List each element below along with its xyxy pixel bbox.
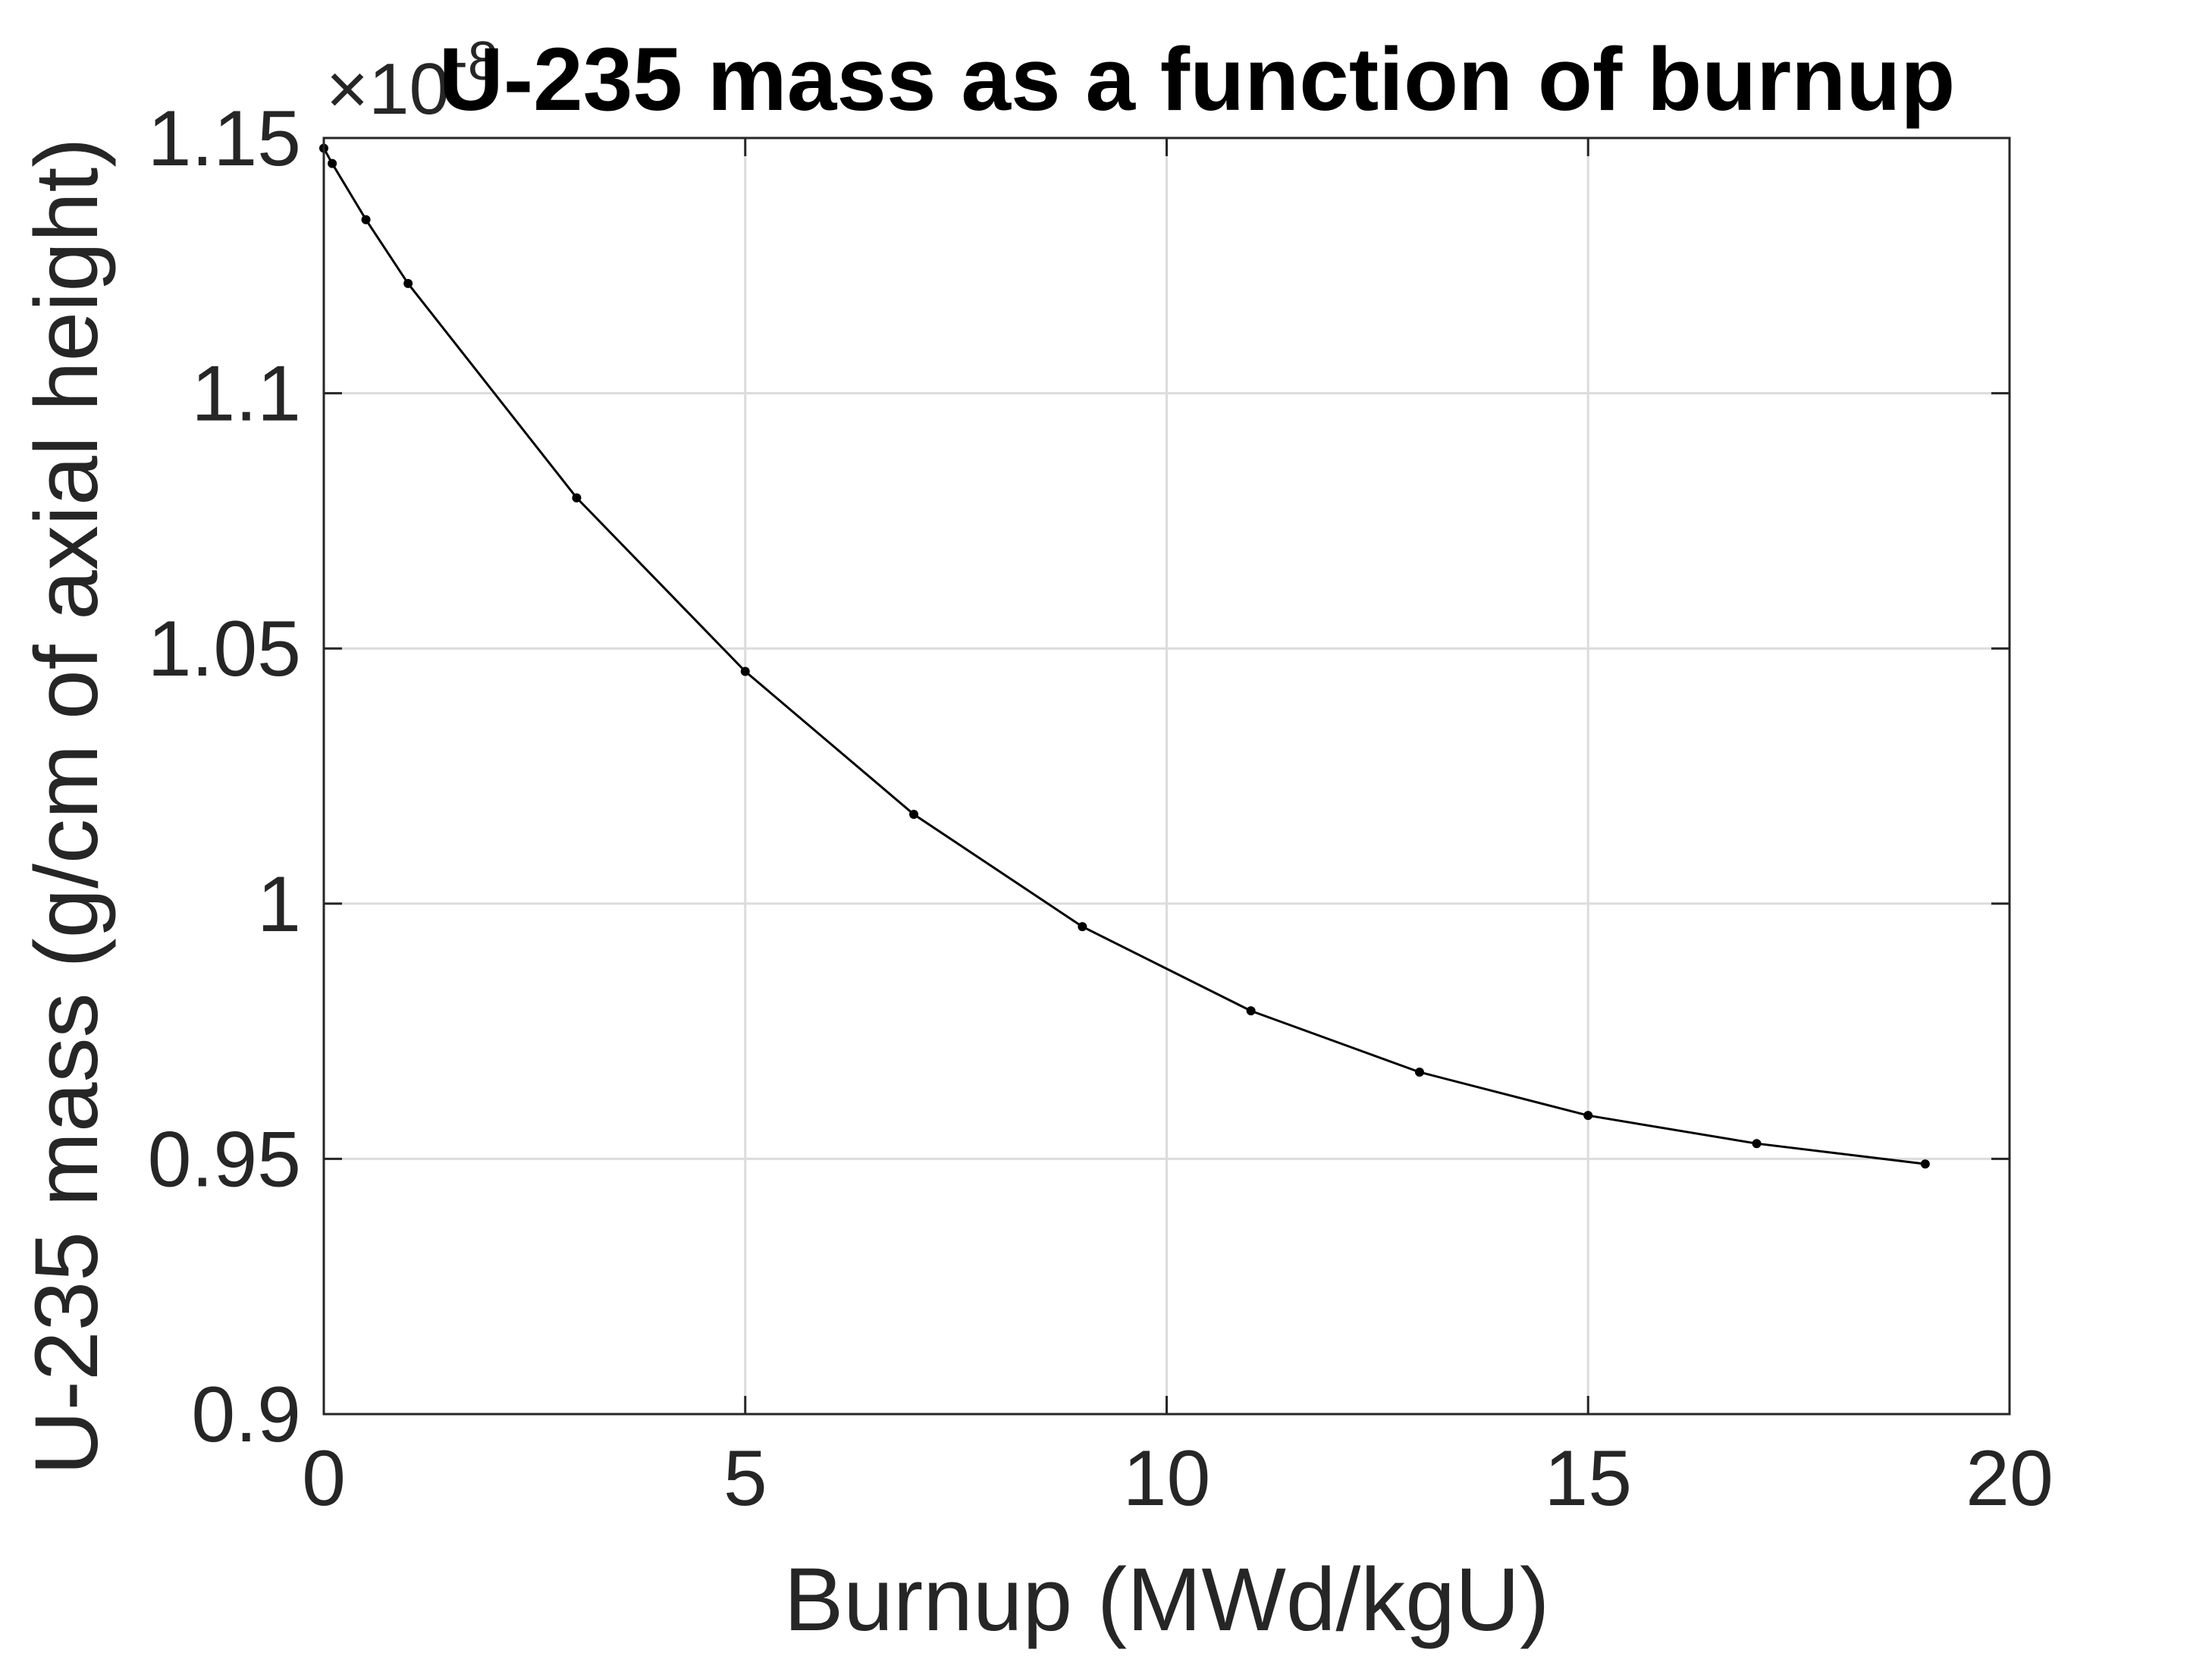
x-axis-label: Burnup (MWd/kgU)	[784, 1550, 1550, 1650]
x-tick-label: 5	[723, 1435, 767, 1523]
y-axis-exponent: ×10-8	[326, 31, 498, 130]
data-point	[1583, 1111, 1593, 1121]
x-tick-label: 10	[1123, 1435, 1211, 1523]
y-tick-label: 0.9	[191, 1371, 301, 1459]
x-tick-label: 0	[302, 1435, 346, 1523]
tick-layer: 0 5 10 15 20 0.9 0.95 1 1.05 1.1 1.15	[148, 95, 2054, 1523]
data-point	[361, 215, 371, 224]
x-tick-label: 15	[1544, 1435, 1632, 1523]
series-line	[322, 147, 1925, 1165]
y-tick-label: 1.05	[148, 605, 301, 693]
chart-title: U-235 mass as a function of burnup	[439, 30, 1956, 130]
data-point	[403, 278, 413, 288]
data-point	[1752, 1139, 1762, 1149]
y-tick-label: 1	[257, 861, 301, 949]
data-point	[1414, 1067, 1424, 1077]
data-point	[1078, 922, 1087, 932]
y-axis-exponent-power: -8	[450, 31, 498, 92]
y-axis-label: U-235 mass (g/cm of axial height)	[17, 137, 117, 1475]
series-layer	[319, 143, 1930, 1169]
data-point	[740, 666, 750, 676]
y-tick-label: 1.15	[148, 95, 301, 183]
data-point	[909, 809, 919, 819]
data-point	[328, 158, 337, 168]
y-tick-label: 1.1	[191, 350, 301, 438]
grid-layer	[324, 138, 2010, 1414]
y-axis-exponent-base: ×10	[326, 49, 450, 130]
x-tick-label: 20	[1966, 1435, 2054, 1523]
data-point	[572, 493, 582, 503]
data-point	[1246, 1006, 1256, 1016]
y-tick-label: 0.95	[148, 1115, 301, 1203]
data-point	[1920, 1159, 1930, 1169]
